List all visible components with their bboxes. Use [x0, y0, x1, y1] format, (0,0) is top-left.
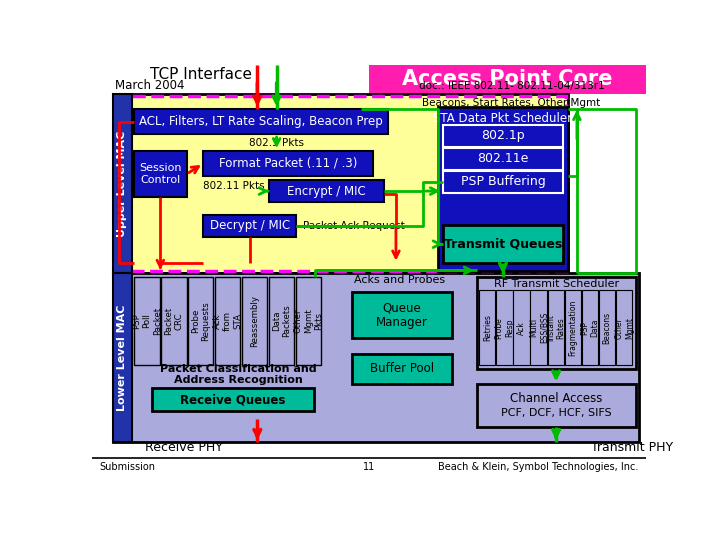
Bar [443, 148, 563, 170]
Text: Beacons: Beacons [603, 312, 611, 344]
Bar [112, 273, 639, 442]
Bar [134, 151, 186, 197]
Text: Multi
ESS/BSS: Multi ESS/BSS [529, 312, 549, 343]
Text: Transmit PHY: Transmit PHY [590, 441, 673, 454]
Text: Acks and Probes: Acks and Probes [354, 275, 446, 286]
Text: Buffer Pool: Buffer Pool [370, 362, 434, 375]
Bar [242, 276, 267, 365]
Bar [269, 276, 294, 365]
Bar [547, 291, 564, 365]
Bar [531, 291, 546, 365]
Text: PSP
Data: PSP Data [580, 319, 600, 337]
Bar [161, 276, 186, 365]
Bar [477, 384, 636, 427]
Text: Packet Classification and
Address Recognition: Packet Classification and Address Recogn… [160, 363, 316, 385]
Text: Retries: Retries [483, 314, 492, 341]
Bar [204, 215, 296, 237]
Text: 802.1p: 802.1p [481, 129, 525, 142]
Text: ACL, Filters, LT Rate Scaling, Beacon Prep: ACL, Filters, LT Rate Scaling, Beacon Pr… [140, 115, 383, 129]
Text: Ack: Ack [517, 321, 526, 335]
Bar [204, 151, 373, 177]
Bar [564, 291, 581, 365]
Text: Packet Ack Request: Packet Ack Request [302, 221, 405, 231]
Text: Queue
Manager: Queue Manager [376, 301, 428, 329]
Bar [599, 291, 615, 365]
Bar [134, 110, 388, 134]
Bar [152, 388, 314, 411]
Bar [188, 276, 213, 365]
Text: Ack
from
STA: Ack from STA [213, 311, 243, 331]
Text: Upper Level MAC: Upper Level MAC [117, 130, 127, 237]
Bar [352, 354, 452, 384]
Text: Reassembly: Reassembly [250, 295, 259, 347]
Text: Session
Control: Session Control [139, 163, 181, 185]
Text: Access Point Core: Access Point Core [402, 70, 613, 90]
Bar [369, 65, 647, 94]
Text: STA Data Pkt Scheduler: STA Data Pkt Scheduler [433, 112, 572, 125]
Text: Packet
CRC: Packet CRC [164, 307, 184, 335]
Text: Receive Queues: Receive Queues [180, 393, 285, 406]
Bar [477, 276, 636, 369]
Text: 802.3 Pkts: 802.3 Pkts [249, 138, 304, 149]
Bar [496, 291, 513, 365]
Bar [443, 125, 563, 147]
Text: 11: 11 [363, 462, 375, 472]
Text: Format Packet (.11 / .3): Format Packet (.11 / .3) [219, 157, 357, 170]
Text: PSP Buffering: PSP Buffering [461, 176, 545, 188]
Text: Decrypt / MIC: Decrypt / MIC [210, 219, 289, 232]
Text: PCF, DCF, HCF, SIFS: PCF, DCF, HCF, SIFS [501, 408, 611, 418]
Bar [352, 292, 452, 338]
Text: PSP
Poll
Packet: PSP Poll Packet [132, 307, 162, 335]
Bar [112, 94, 567, 273]
Text: Transmit Queues: Transmit Queues [444, 238, 562, 251]
Text: RF Transmit Scheduler: RF Transmit Scheduler [493, 279, 618, 289]
Bar [438, 107, 567, 271]
Bar [296, 276, 321, 365]
Text: 802.11 Pkts: 802.11 Pkts [204, 181, 265, 192]
Text: Channel Access: Channel Access [510, 393, 603, 406]
Bar [513, 291, 530, 365]
Bar [443, 225, 563, 264]
Bar [215, 276, 240, 365]
Bar [269, 180, 384, 202]
Text: Other
Mgmt: Other Mgmt [614, 317, 634, 339]
Bar [616, 291, 632, 365]
Text: doc.: IEEE 802.11- 802.11-04/313r1: doc.: IEEE 802.11- 802.11-04/313r1 [418, 82, 604, 91]
Text: TCP Interface: TCP Interface [150, 68, 251, 82]
Bar [443, 171, 563, 193]
Bar [134, 276, 160, 365]
Text: Beach & Klein, Symbol Technologies, Inc.: Beach & Klein, Symbol Technologies, Inc. [438, 462, 639, 472]
Text: Lower Level MAC: Lower Level MAC [117, 304, 127, 410]
Text: March 2004: March 2004 [115, 79, 184, 92]
Bar [582, 291, 598, 365]
Text: 802.11e: 802.11e [477, 152, 528, 165]
Bar [479, 291, 495, 365]
Text: Probe
Requests: Probe Requests [191, 301, 210, 341]
Text: Submission: Submission [99, 462, 156, 472]
Bar [114, 96, 566, 271]
Text: Receive PHY: Receive PHY [145, 441, 222, 454]
Text: Data
Packets: Data Packets [272, 305, 292, 337]
Text: Probe
Resp: Probe Resp [495, 317, 514, 339]
Text: Fragmentation: Fragmentation [568, 300, 577, 356]
Text: Beacons, Start Rates, Other Mgmt: Beacons, Start Rates, Other Mgmt [423, 98, 600, 109]
Bar [112, 273, 132, 442]
Text: Encrypt / MIC: Encrypt / MIC [287, 185, 366, 198]
Text: Other
Mgmt
Pkts: Other Mgmt Pkts [294, 308, 323, 333]
Text: Instant
Rates: Instant Rates [546, 314, 565, 341]
Bar [112, 94, 132, 273]
